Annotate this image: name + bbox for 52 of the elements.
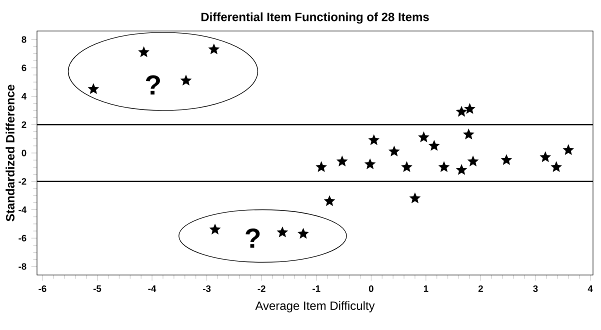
chart-title: Differential Item Functioning of 28 Items [201, 12, 429, 24]
point [462, 128, 474, 140]
y-tick-label: -4 [18, 206, 27, 213]
x-tick-label: -2 [258, 285, 266, 292]
point [550, 161, 562, 172]
y-tick-label: -8 [18, 263, 26, 270]
point [88, 83, 100, 94]
annotation: ? [246, 228, 260, 248]
point [298, 228, 309, 239]
point [388, 146, 400, 156]
point [208, 43, 220, 54]
point [562, 144, 574, 156]
point [364, 158, 376, 170]
y-tick-label: 6 [22, 64, 26, 72]
point [467, 156, 479, 166]
point [138, 46, 150, 58]
point [500, 154, 512, 165]
point [464, 103, 476, 114]
point [324, 195, 336, 206]
y-tick-label: 8 [22, 36, 26, 43]
point [456, 164, 468, 175]
point [316, 161, 328, 172]
point [428, 140, 440, 151]
point [368, 134, 380, 146]
point [209, 224, 221, 234]
x-tick-label: 2 [478, 285, 483, 292]
x-tick-label: -6 [38, 285, 46, 292]
point [540, 151, 552, 162]
x-tick-label: -5 [93, 285, 102, 292]
x-tick-label: 3 [533, 285, 538, 292]
x-axis-title: Average Item Difficulty [255, 301, 375, 312]
x-tick-label: 4 [588, 285, 593, 292]
x-tick-label: 1 [424, 285, 428, 292]
point [180, 74, 192, 86]
x-tick-label: -3 [203, 285, 211, 292]
point [336, 156, 348, 166]
x-tick-label: 0 [368, 285, 374, 292]
y-tick-label: 4 [22, 93, 27, 100]
point [409, 192, 421, 204]
annotation: ? [146, 75, 160, 95]
point [276, 226, 288, 238]
x-tick-label: -1 [312, 285, 320, 292]
point [438, 161, 450, 172]
x-tick-label: -4 [148, 285, 156, 292]
point [418, 131, 430, 142]
y-tick-label: -2 [18, 178, 26, 185]
point [401, 161, 412, 172]
y-axis-title: Standardized Difference [6, 84, 14, 222]
point [456, 106, 468, 117]
y-tick-label: -6 [18, 234, 26, 242]
y-tick-label: 2 [22, 121, 26, 128]
y-tick-label: 0 [22, 150, 26, 156]
